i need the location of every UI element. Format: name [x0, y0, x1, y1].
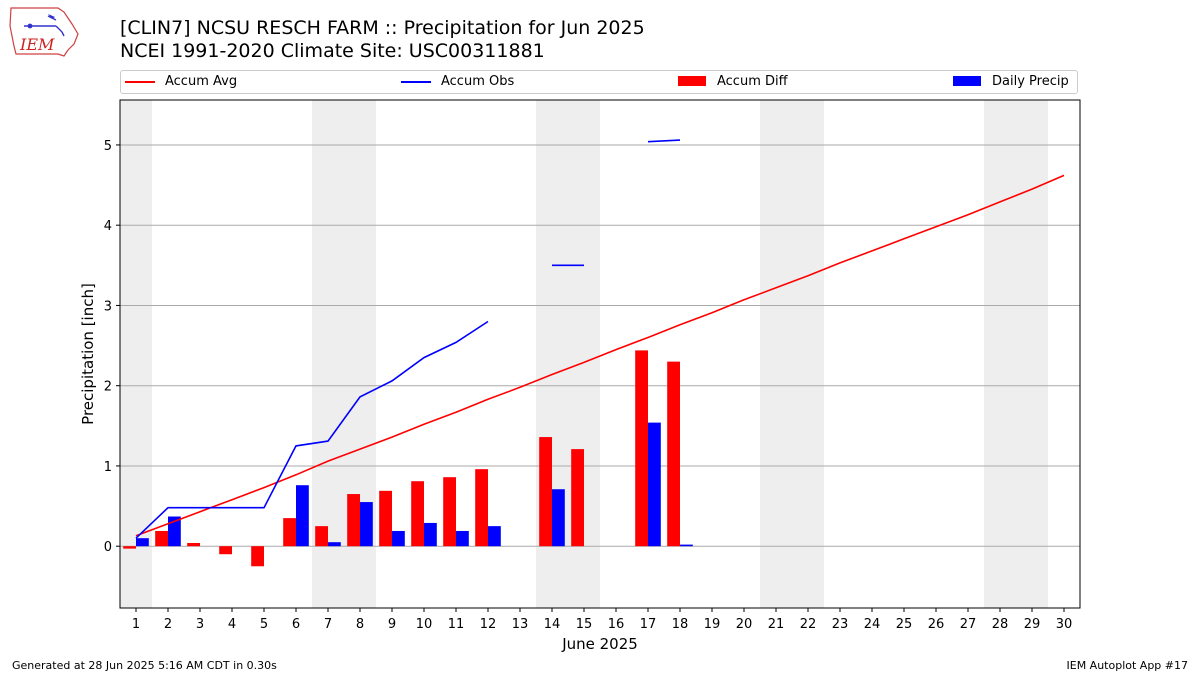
- bar-accum-diff: [251, 546, 264, 567]
- x-tick-label: 27: [960, 617, 977, 632]
- legend-label-accum-avg: Accum Avg: [165, 74, 238, 89]
- y-axis-label: Precipitation [inch]: [79, 283, 97, 425]
- bar-accum-diff: [571, 449, 584, 547]
- line-accum-avg: [135, 174, 1065, 537]
- bar-accum-diff: [411, 481, 424, 547]
- bar-daily-precip: [296, 485, 309, 547]
- y-tick-label: 3: [104, 299, 112, 314]
- x-tick-label: 11: [448, 617, 465, 632]
- x-tick-label: 10: [416, 617, 433, 632]
- bar-daily-precip: [168, 516, 181, 547]
- x-tick-label: 29: [1024, 617, 1041, 632]
- bar-daily-precip: [392, 530, 405, 547]
- legend-patch-daily-precip: [953, 76, 981, 86]
- app-note: IEM Autoplot App #17: [1066, 659, 1189, 672]
- bar-accum-diff: [475, 469, 488, 547]
- y-tick-label: 0: [104, 540, 112, 555]
- legend-line-accum-obs: [401, 81, 431, 83]
- legend-patch-accum-diff: [678, 76, 706, 86]
- bar-daily-precip: [136, 538, 149, 547]
- x-tick-label: 26: [928, 617, 945, 632]
- x-tick-label: 21: [768, 617, 785, 632]
- x-tick-label: 25: [896, 617, 913, 632]
- x-tick-label: 9: [388, 617, 396, 632]
- bar-daily-precip: [648, 422, 661, 547]
- bar-accum-diff: [635, 350, 648, 547]
- x-tick-label: 8: [356, 617, 364, 632]
- bar-accum-diff: [155, 530, 168, 547]
- bar-accum-diff: [347, 494, 360, 547]
- chart-title: [CLIN7] NCSU RESCH FARM :: Precipitation…: [120, 17, 645, 39]
- plot-frame: [119, 99, 1081, 609]
- weekend-band: [984, 100, 1048, 608]
- x-tick-label: 24: [864, 617, 881, 632]
- x-tick-label: 3: [196, 617, 204, 632]
- line-accum-obs: [647, 139, 681, 143]
- x-axis-label: June 2025: [561, 635, 638, 653]
- x-tick-label: 13: [512, 617, 529, 632]
- y-tick-label: 4: [104, 219, 112, 234]
- bar-daily-precip: [360, 502, 373, 547]
- y-tick-label: 5: [104, 139, 112, 154]
- legend: Accum Avg Accum Obs Accum Diff Daily Pre…: [120, 70, 1078, 94]
- x-tick-label: 23: [832, 617, 849, 632]
- x-tick-label: 15: [576, 617, 593, 632]
- legend-label-accum-diff: Accum Diff: [717, 74, 788, 89]
- x-tick-label: 2: [164, 617, 172, 632]
- x-tick-label: 22: [800, 617, 817, 632]
- legend-label-daily-precip: Daily Precip: [992, 74, 1069, 89]
- legend-line-accum-avg: [125, 81, 155, 83]
- y-tick-label: 2: [104, 380, 112, 395]
- iem-logo: IEM: [9, 7, 79, 57]
- x-tick-label: 4: [228, 617, 236, 632]
- x-tick-label: 5: [260, 617, 268, 632]
- x-tick-label: 14: [544, 617, 561, 632]
- weekend-band: [536, 100, 600, 608]
- bar-accum-diff: [187, 542, 200, 547]
- bar-accum-diff: [283, 518, 296, 547]
- bar-accum-diff: [315, 526, 328, 547]
- x-tick-label: 1: [132, 617, 140, 632]
- bar-daily-precip: [424, 522, 437, 547]
- bar-daily-precip: [456, 530, 469, 547]
- bar-daily-precip: [680, 544, 693, 547]
- weekend-band: [120, 100, 152, 608]
- bar-accum-diff: [443, 477, 456, 547]
- generated-note: Generated at 28 Jun 2025 5:16 AM CDT in …: [12, 659, 277, 672]
- bar-accum-diff: [539, 437, 552, 547]
- legend-label-accum-obs: Accum Obs: [441, 74, 515, 89]
- y-tick-label: 1: [104, 460, 112, 475]
- x-tick-label: 7: [324, 617, 332, 632]
- chart-subtitle: NCEI 1991-2020 Climate Site: USC00311881: [120, 40, 545, 62]
- x-tick-label: 20: [736, 617, 753, 632]
- x-tick-label: 30: [1056, 617, 1073, 632]
- x-tick-label: 18: [672, 617, 689, 632]
- x-tick-label: 16: [608, 617, 625, 632]
- bar-accum-diff: [667, 361, 680, 547]
- x-tick-label: 17: [640, 617, 657, 632]
- line-accum-obs: [135, 320, 489, 539]
- bar-daily-precip: [552, 489, 565, 547]
- bar-accum-diff: [219, 546, 232, 555]
- x-tick-label: 19: [704, 617, 721, 632]
- bar-accum-diff: [379, 490, 392, 547]
- bar-daily-precip: [488, 526, 501, 547]
- x-tick-label: 12: [480, 617, 497, 632]
- bar-daily-precip: [328, 542, 341, 547]
- x-tick-label: 6: [292, 617, 300, 632]
- weekend-band: [760, 100, 824, 608]
- svg-text:IEM: IEM: [19, 35, 55, 54]
- bar-accum-diff: [123, 546, 136, 549]
- x-tick-label: 28: [992, 617, 1009, 632]
- weekend-band: [312, 100, 376, 608]
